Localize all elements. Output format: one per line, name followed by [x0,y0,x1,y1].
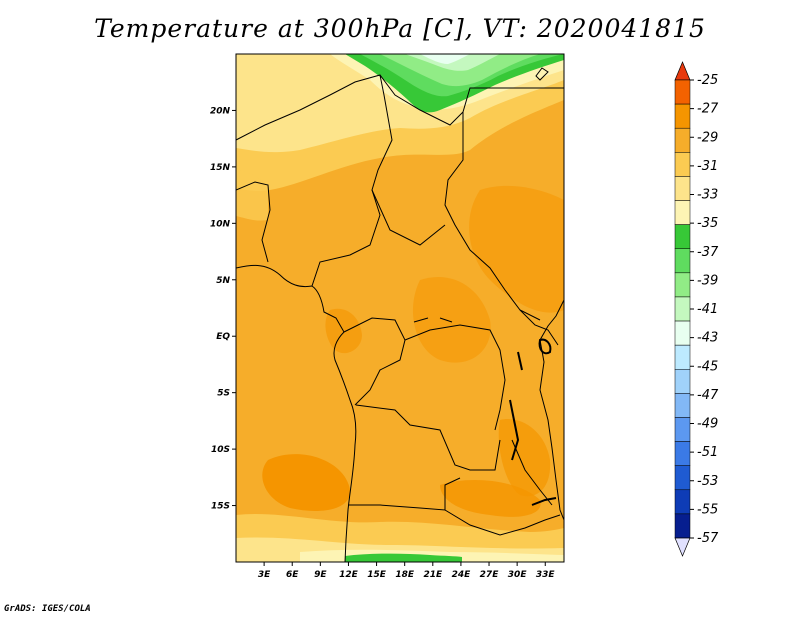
colorbar-label: -43 [697,331,718,346]
colorbar-swatch [674,127,691,153]
y-tick-label: 15S [211,502,230,512]
colorbar-swatch [674,79,691,105]
colorbar-swatch [674,176,691,201]
map-title: Temperature at 300hPa [C], VT: 202004181… [94,14,706,43]
border-namibia [348,477,461,511]
colorbar-label: -49 [697,417,718,432]
x-tick-label: 21E [423,570,443,580]
y-tick-label: 10S [211,445,230,455]
colorbar-swatch [674,248,691,274]
x-tick-label: 27E [480,570,500,580]
band-minus-37-south [345,553,462,562]
y-tick-label: EQ [216,332,230,342]
coastline-east [539,299,564,521]
x-tick-label: 18E [395,570,415,580]
colorbar: -25 -27 -29 -31 -33 -35 -37 -39 -41 -43 -45 -47 -49 -… [674,61,719,557]
colorbar-label: -53 [697,474,718,489]
x-tick-label: 30E [508,570,528,580]
warm-patch-congo [412,276,491,363]
border-angola [355,404,501,471]
cool-patch-west [236,170,268,221]
lake-albert [517,351,523,371]
border-west [236,181,271,263]
band-minus-45-north [420,54,470,64]
border-zambia-south [444,509,561,536]
colorbar-bottom-arrow [674,537,691,557]
colorbar-label: -27 [697,102,719,117]
border-malawi [511,439,553,506]
x-tick-label: 24E [452,570,472,580]
colorbar-swatch [674,152,691,177]
lake-kariba [531,497,557,506]
y-tick-label: 5S [217,389,230,399]
map-frame [235,53,565,563]
x-tick-label: 15E [367,570,387,580]
country-borders [236,67,564,562]
river-segment [413,317,453,323]
colorbar-label: -57 [697,531,719,546]
coastline-west [236,264,357,562]
colorbar-top-arrow [674,61,691,81]
colorbar-label: -39 [697,273,718,288]
x-tick-label: 9E [314,570,327,580]
colorbar-swatch [674,369,691,394]
colorbar-swatch [674,224,691,249]
border-sudan [444,112,541,321]
colorbar-swatch [674,417,691,442]
colorbar-label: -29 [697,130,718,145]
colorbar-label: -45 [697,359,718,374]
temperature-field [236,54,564,562]
y-axis: 20N 15N 10N 5N EQ 5S 10S 15S [210,106,236,512]
lake-victoria [538,338,552,355]
colorbar-label: -55 [697,502,718,517]
y-tick-label: 15N [210,163,231,173]
warm-patch-east [469,185,564,313]
lakes [509,338,557,506]
warm-patch-lakes [498,419,551,497]
border-congo [343,317,406,406]
colorbar-swatch [674,441,691,466]
x-tick-label: 12E [339,570,359,580]
colorbar-label: -31 [697,159,718,174]
border-car [371,189,446,246]
y-tick-label: 20N [210,106,231,116]
x-tick-label: 33E [536,570,556,580]
colorbar-swatch [674,296,691,322]
warm-patch-southwest [262,454,351,511]
x-tick-label: 3E [258,570,271,580]
colorbar-swatch [674,465,691,491]
lake-north [535,67,549,81]
colorbar-swatch [674,489,691,515]
colorbar-label: -47 [697,388,719,403]
border-sahara [236,74,564,141]
colorbar-swatch [674,513,691,539]
colorbar-swatch [674,200,691,225]
colorbar-swatch [674,272,691,298]
colorbar-swatch [674,344,691,370]
colorbar-label: -25 [697,73,718,88]
border-uganda [519,309,559,346]
colorbar-label: -51 [697,445,718,460]
y-tick-label: 10N [210,219,231,229]
colorbar-swatch [674,393,691,418]
colorbar-swatch [674,103,691,129]
colorbar-label: -33 [697,188,718,203]
x-axis: 3E 6E 9E 12E 15E 18E 21E 24E 27E 30E 33E [258,562,556,580]
colorbar-swatch [674,320,691,346]
lake-tanganyika [509,399,520,461]
colorbar-label: -37 [697,245,719,260]
border-niger-chad [311,74,393,287]
colorbar-label: -41 [697,302,718,317]
y-tick-label: 5N [216,276,230,286]
border-drc-east [404,324,506,431]
x-tick-label: 6E [286,570,299,580]
colorbar-label: -35 [697,216,718,231]
grads-credit: GrADS: IGES/COLA [4,604,91,614]
